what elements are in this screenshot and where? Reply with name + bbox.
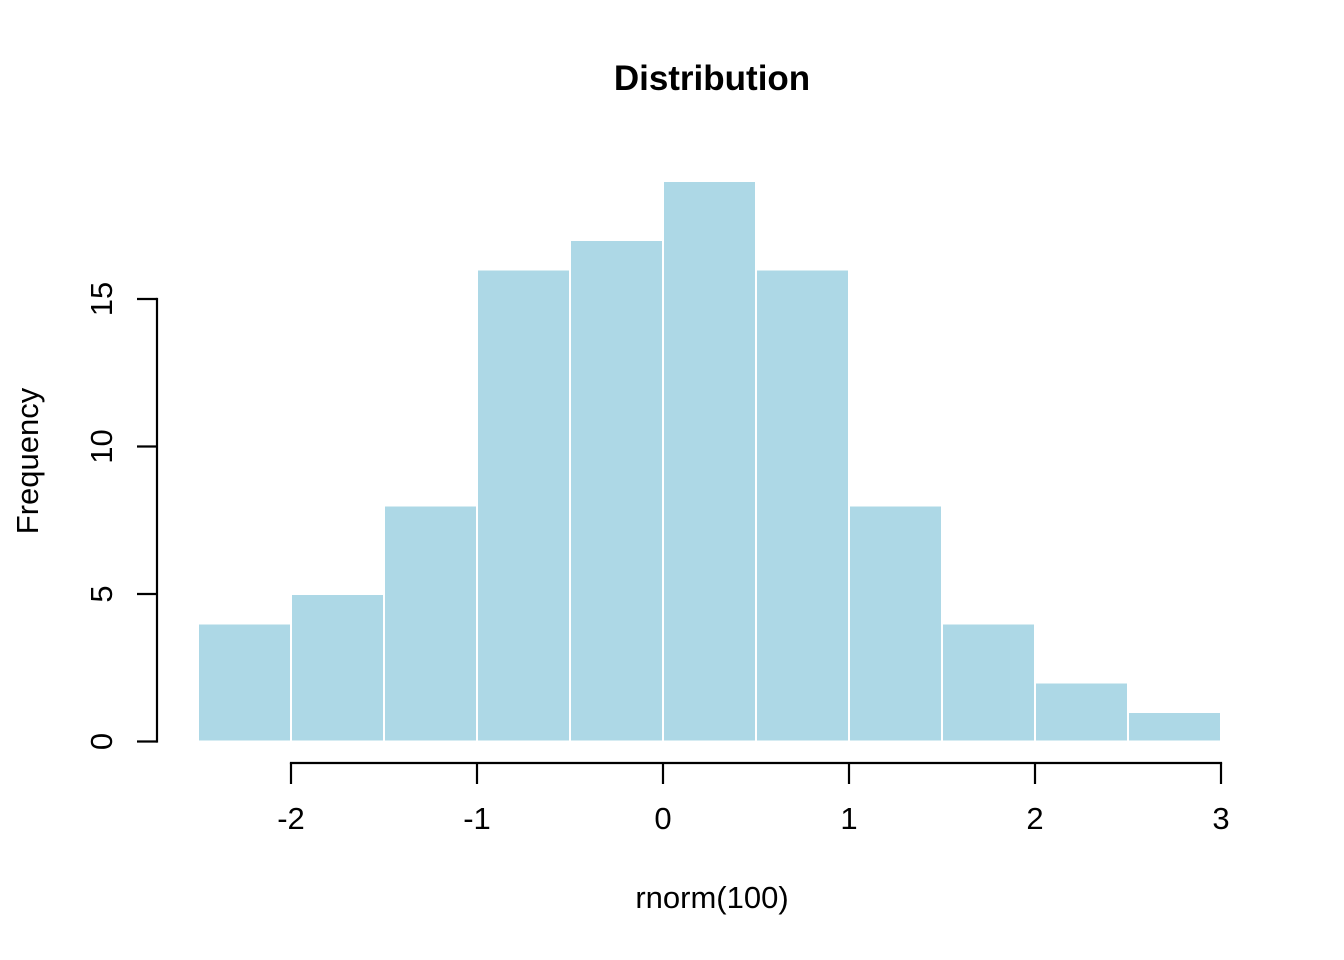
y-axis-label: Frequency (10, 387, 45, 534)
chart-title: Distribution (614, 59, 810, 98)
histogram-bar (476, 268, 571, 743)
histogram-bar (569, 239, 664, 743)
x-tick-label: 3 (1212, 801, 1229, 836)
y-tick-label: 10 (84, 429, 119, 463)
histogram-bar (755, 268, 850, 743)
histogram-bar (662, 180, 757, 743)
x-tick-label: 0 (654, 801, 671, 836)
histogram-bar (941, 622, 1036, 743)
bars-group (197, 180, 1222, 743)
histogram-bar (1034, 681, 1129, 743)
histogram-bar (290, 593, 385, 743)
histogram-bar (383, 504, 478, 743)
x-tick-label: -1 (463, 801, 491, 836)
x-tick-label: -2 (277, 801, 305, 836)
x-axis-label: rnorm(100) (635, 880, 788, 915)
y-tick-label: 0 (84, 733, 119, 750)
x-axis: -2 -1 0 1 2 3 (277, 761, 1230, 836)
histogram-bar (1127, 711, 1222, 743)
y-tick-label: 5 (84, 585, 119, 602)
histogram-bar (848, 504, 943, 743)
histogram-bar (197, 622, 292, 743)
y-axis: 0 5 10 15 (84, 282, 159, 750)
x-tick-label: 1 (840, 801, 857, 836)
x-tick-label: 2 (1026, 801, 1043, 836)
y-tick-label: 15 (84, 282, 119, 316)
